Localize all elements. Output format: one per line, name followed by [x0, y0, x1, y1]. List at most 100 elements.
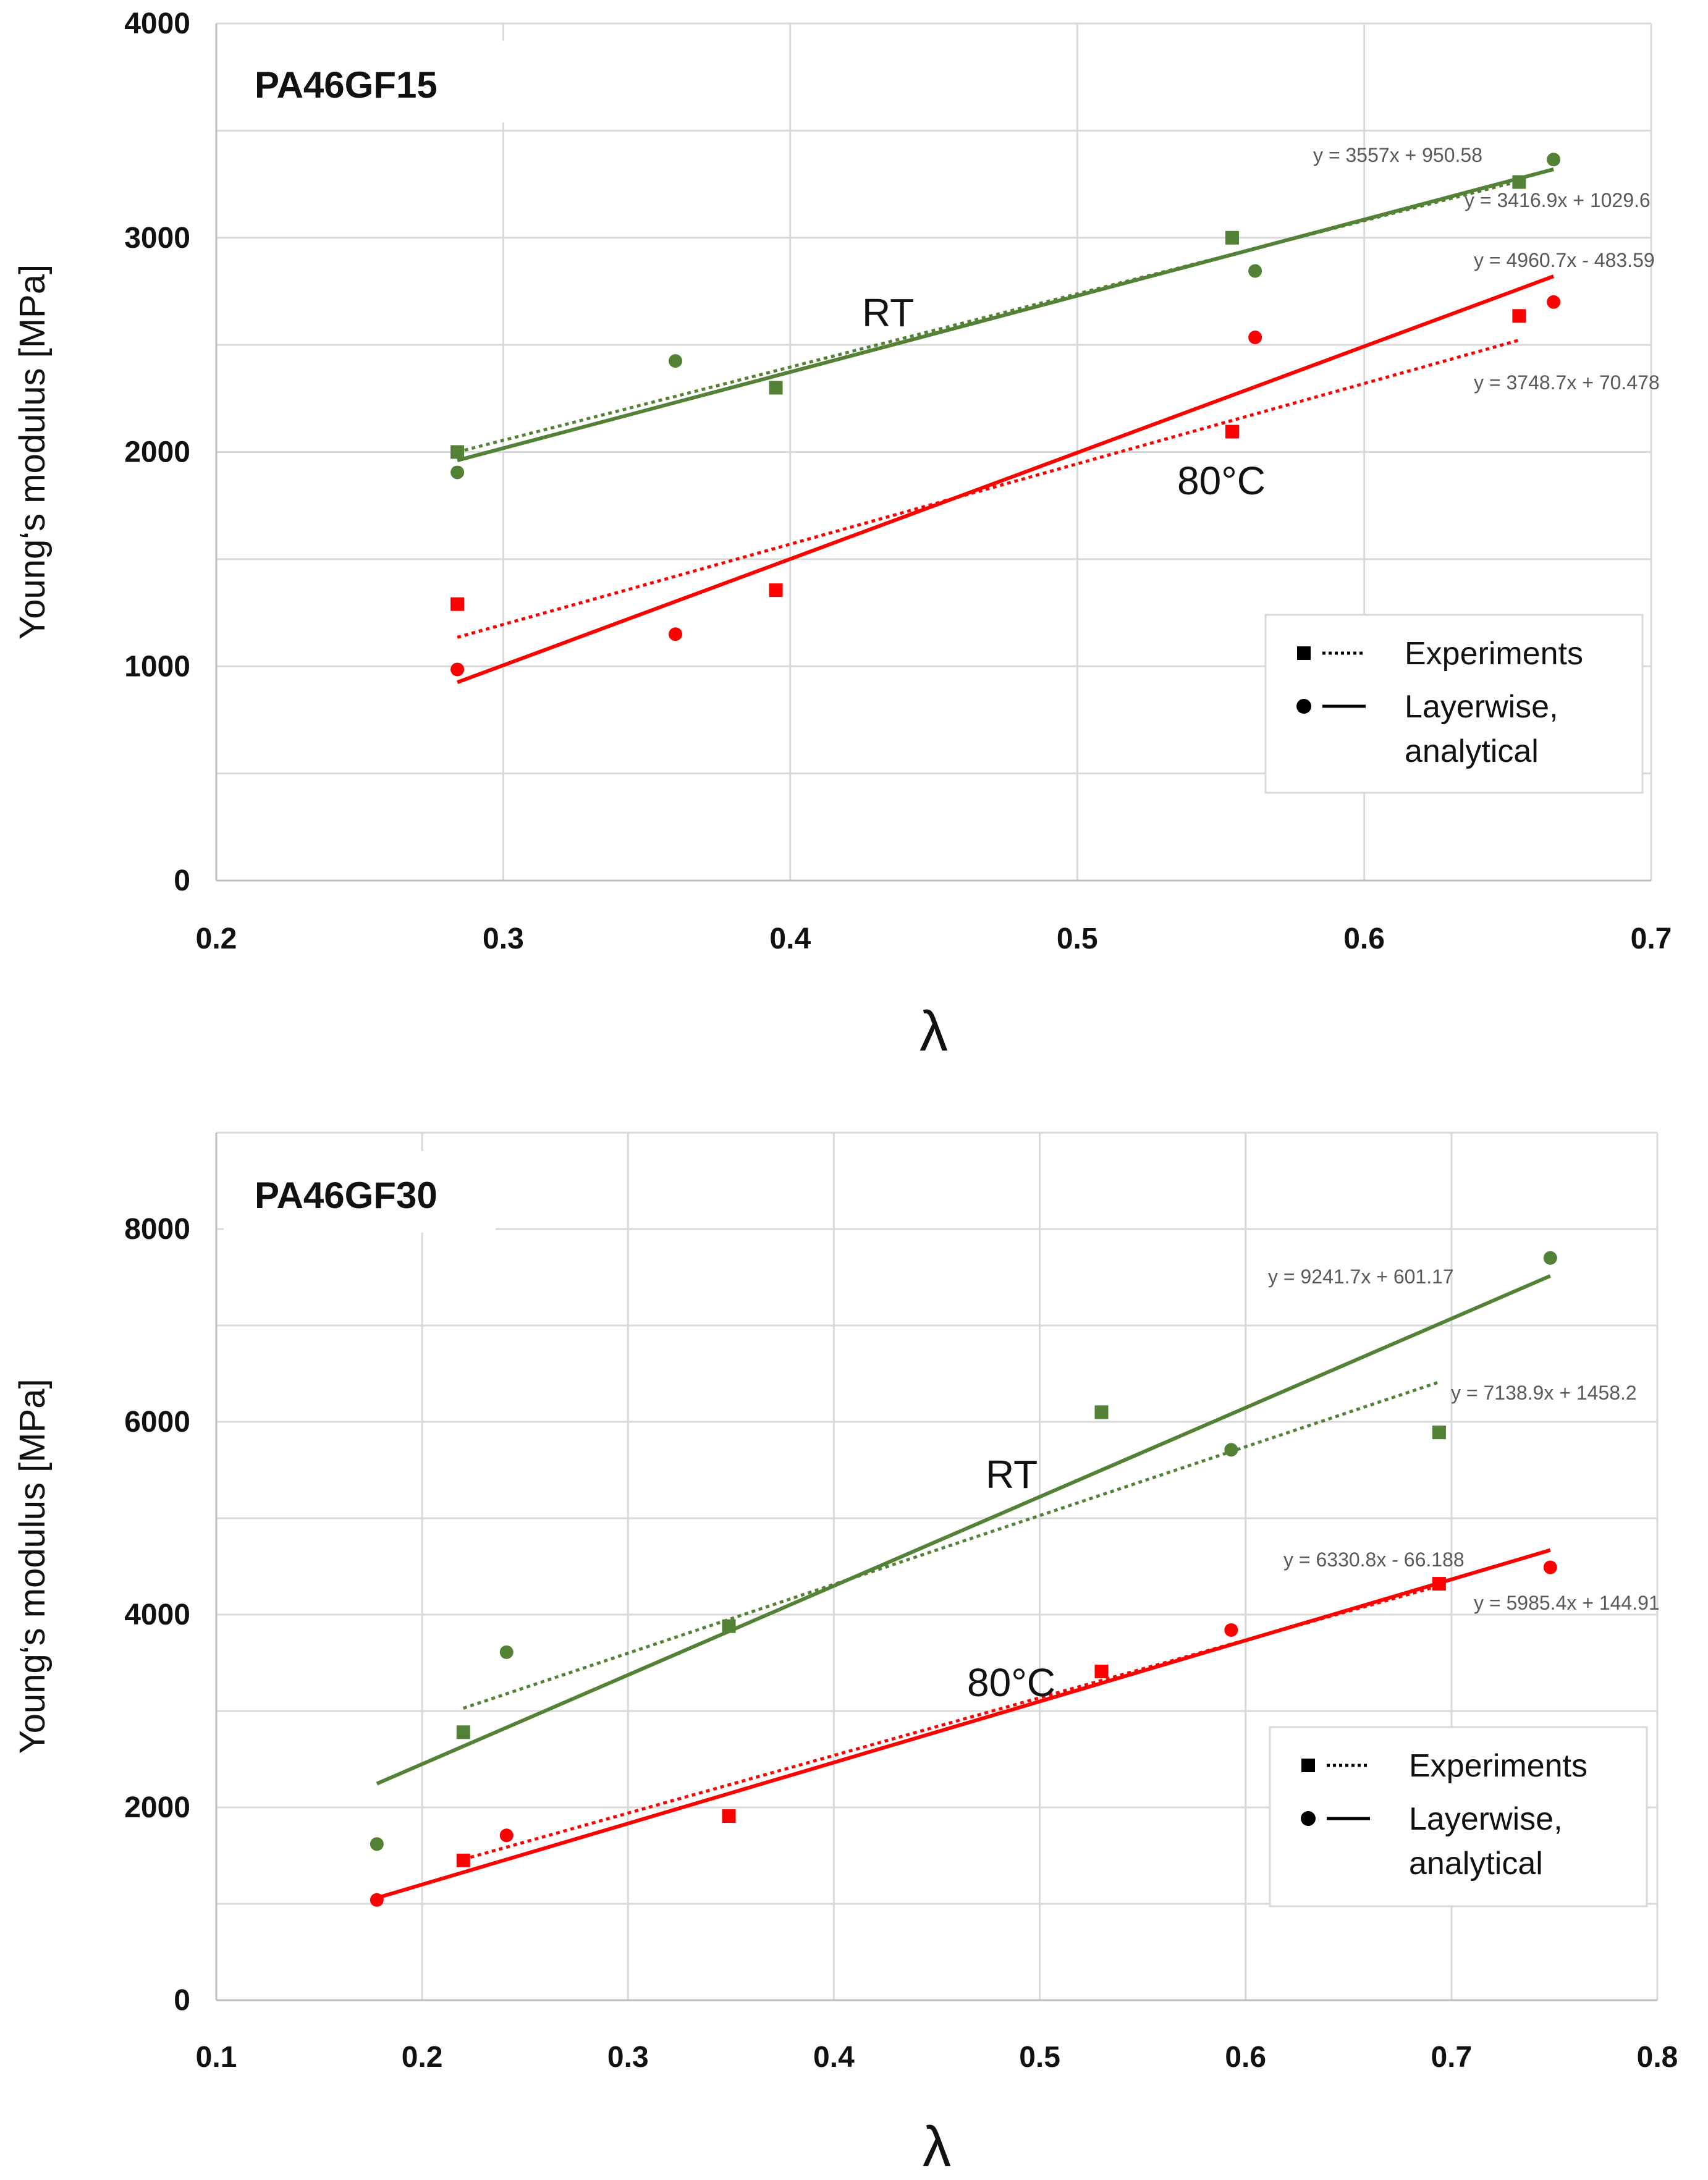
experiment-point-80c — [450, 597, 465, 611]
trendline-equation: y = 3557x + 950.58 — [1313, 144, 1482, 166]
layerwise-point-rt — [669, 354, 683, 368]
y-tick-label: 8000 — [124, 1213, 190, 1246]
experiment-point-rt — [450, 445, 465, 459]
x-tick-label: 0.8 — [1637, 2041, 1678, 2074]
y-tick-label: 3000 — [124, 222, 190, 255]
x-tick-label: 0.4 — [813, 2041, 855, 2074]
experiment-point-80c — [722, 1809, 736, 1823]
y-tick-label: 2000 — [124, 1791, 190, 1824]
layerwise-trendline-80c — [376, 1548, 1551, 1900]
legend-label: Experiments — [1409, 1748, 1588, 1784]
experiment-point-80c — [1225, 425, 1239, 439]
x-tick-label: 0.4 — [769, 923, 811, 955]
x-tick-label: 0.3 — [483, 923, 524, 955]
legend-label: Layerwise, — [1409, 1801, 1563, 1837]
experiment-point-rt — [722, 1619, 736, 1633]
y-tick-label: 6000 — [124, 1406, 190, 1439]
chart-panel-2: 0 2000 4000 6000 8000 0.1 0.2 0.3 0.4 0.5 0.6 0.7 0.… — [12, 1131, 1678, 2178]
trendline-equation: y = 6330.8x - 66.188 — [1283, 1548, 1465, 1571]
legend-label: analytical — [1405, 733, 1539, 769]
experiments-trendline-rt — [462, 1380, 1440, 1710]
layerwise-point-80c — [669, 627, 683, 641]
legend-box — [1264, 614, 1644, 794]
legend-box — [1269, 1726, 1648, 1907]
x-tick-label: 0.1 — [196, 2041, 237, 2074]
experiment-point-rt — [1094, 1405, 1109, 1419]
x-tick-label: 0.2 — [196, 923, 237, 955]
y-tick-label: 1000 — [124, 650, 190, 683]
layerwise-trendline-rt — [457, 167, 1554, 463]
x-axis-label: λ — [920, 1000, 948, 1063]
layerwise-point-80c — [1224, 1623, 1238, 1637]
trendline-equation: y = 3416.9x + 1029.6 — [1465, 189, 1651, 211]
x-tick-label: 0.7 — [1631, 923, 1672, 955]
experiment-point-rt — [456, 1725, 470, 1739]
group-annotation-rt: RT — [862, 290, 914, 335]
legend-circle-marker — [1301, 1811, 1316, 1826]
layerwise-point-rt — [1224, 1443, 1238, 1457]
y-tick-label: 0 — [174, 864, 190, 897]
legend-label: Layerwise, — [1405, 689, 1558, 725]
x-tick-label: 0.7 — [1431, 2041, 1472, 2074]
y-tick-label: 0 — [174, 1984, 190, 2017]
layerwise-point-80c — [370, 1893, 384, 1907]
trendline-equation: y = 5985.4x + 144.91 — [1474, 1592, 1660, 1614]
layerwise-point-rt — [370, 1837, 384, 1851]
legend-label: Experiments — [1405, 636, 1583, 672]
legend: Experiments Layerwise, analytical — [1269, 1726, 1648, 1907]
y-tick-label: 4000 — [124, 1599, 190, 1631]
layerwise-point-80c — [1547, 295, 1561, 309]
experiment-point-80c — [1512, 309, 1526, 323]
experiment-point-rt — [1225, 230, 1239, 245]
layerwise-point-rt — [499, 1645, 514, 1659]
group-annotation-rt: RT — [986, 1452, 1038, 1497]
layerwise-point-rt — [1543, 1251, 1557, 1265]
y-axis-label: Young‘s modulus [MPa] — [12, 1379, 53, 1754]
experiments-trendline-80c — [463, 1584, 1440, 1861]
experiment-point-80c — [769, 583, 783, 598]
trendline-equation: y = 4960.7x - 483.59 — [1474, 249, 1655, 271]
layerwise-point-80c — [450, 662, 465, 677]
legend: Experiments Layerwise, analytical — [1264, 614, 1644, 794]
layerwise-point-rt — [450, 465, 465, 480]
title-background — [224, 1151, 496, 1233]
trendline-equation: y = 3748.7x + 70.478 — [1474, 371, 1660, 394]
y-axis-label: Young‘s modulus [MPa] — [12, 264, 53, 640]
x-axis-label: λ — [923, 2115, 951, 2178]
title-background — [224, 41, 520, 122]
legend-label: analytical — [1409, 1846, 1543, 1882]
experiments-trendline-80c — [457, 339, 1520, 639]
chart-panel-1: 0 1000 2000 3000 4000 0.2 0.3 0.4 0.5 0.6 0.7 Young… — [12, 7, 1672, 1063]
trendline-equation: y = 9241.7x + 601.17 — [1268, 1265, 1454, 1288]
legend-square-marker — [1301, 1759, 1315, 1772]
legend-circle-marker — [1296, 699, 1311, 714]
experiment-point-rt — [769, 381, 783, 395]
x-tick-label: 0.5 — [1057, 923, 1098, 955]
x-tick-label: 0.6 — [1343, 923, 1385, 955]
experiment-point-80c — [456, 1853, 470, 1867]
layerwise-trendline-rt — [376, 1274, 1551, 1786]
experiment-point-rt — [1512, 175, 1526, 189]
layerwise-trendline-80c — [457, 274, 1555, 684]
experiment-point-80c — [1432, 1577, 1446, 1591]
layerwise-point-80c — [499, 1828, 514, 1843]
layerwise-point-rt — [1248, 264, 1262, 278]
x-tick-label: 0.2 — [402, 2041, 443, 2074]
layerwise-point-rt — [1547, 153, 1561, 167]
x-tick-label: 0.6 — [1225, 2041, 1266, 2074]
chart-title: PA46GF15 — [255, 64, 438, 106]
experiment-point-80c — [1094, 1665, 1109, 1679]
x-tick-label: 0.3 — [607, 2041, 649, 2074]
experiment-point-rt — [1432, 1426, 1446, 1440]
group-annotation-80c: 80°C — [967, 1660, 1055, 1705]
x-tick-label: 0.5 — [1019, 2041, 1060, 2074]
y-tick-label: 4000 — [124, 7, 190, 40]
group-annotation-80c: 80°C — [1177, 458, 1266, 503]
layerwise-point-80c — [1248, 330, 1262, 344]
layerwise-point-80c — [1543, 1560, 1557, 1574]
trendline-equation: y = 7138.9x + 1458.2 — [1451, 1382, 1637, 1404]
y-tick-label: 2000 — [124, 436, 190, 469]
chart-title: PA46GF30 — [255, 1175, 438, 1216]
legend-square-marker — [1297, 646, 1311, 660]
